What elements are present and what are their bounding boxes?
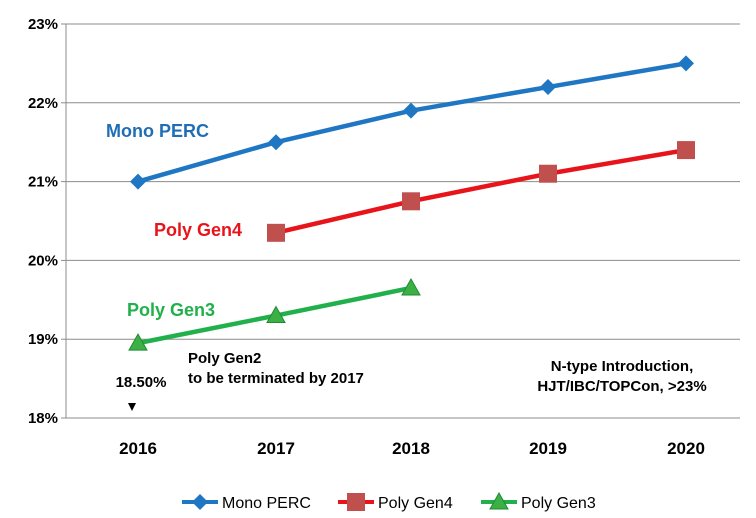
annotations: Poly Gen2 to be terminated by 2017 N-type … (116, 350, 707, 411)
legend-item: Poly Gen4 (338, 493, 453, 512)
legend-label: Mono PERC (222, 495, 311, 512)
data-point (489, 491, 509, 510)
annotation-text: Poly Gen2 (188, 350, 261, 367)
y-tick-label: 20% (28, 252, 58, 269)
legend-label: Poly Gen3 (521, 495, 596, 512)
y-tick-label: 21% (28, 174, 58, 191)
data-point (128, 333, 148, 351)
y-axis: 18% 19% 20% 21% 22% 23% (28, 16, 67, 427)
series-group (128, 55, 695, 351)
legend-item: Mono PERC (182, 494, 311, 512)
data-point (192, 494, 208, 510)
series-line (275, 147, 687, 236)
data-point (347, 493, 365, 511)
data-point (402, 192, 420, 211)
annotation-text: HJT/IBC/TOPCon, >23% (537, 378, 706, 395)
legend-item: Poly Gen3 (481, 491, 596, 512)
series-labels: Mono PERC Poly Gen4 Poly Gen3 (106, 121, 242, 320)
data-point (403, 102, 419, 119)
x-tick-label: 2019 (529, 439, 567, 458)
series-mono-perc (130, 55, 694, 190)
data-point (678, 55, 694, 72)
x-tick-label: 2020 (667, 439, 705, 458)
data-point (130, 173, 146, 190)
series-poly-gen3 (128, 277, 421, 351)
series-label: Mono PERC (106, 121, 209, 141)
data-point (266, 305, 286, 324)
grid-lines (66, 23, 740, 419)
y-tick-label: 22% (28, 95, 58, 112)
data-point (677, 141, 695, 160)
y-tick-label: 23% (28, 16, 58, 33)
annotation-text: N-type Introduction, (551, 358, 694, 375)
series-label: Poly Gen3 (127, 300, 215, 320)
y-tick-label: 19% (28, 331, 58, 348)
x-axis: 2016 2017 2018 2019 2020 (119, 439, 705, 458)
legend-label: Poly Gen4 (378, 495, 453, 512)
annotation-text: to be terminated by 2017 (188, 370, 364, 387)
x-tick-label: 2017 (257, 439, 295, 458)
data-point (268, 134, 284, 151)
x-tick-label: 2018 (392, 439, 430, 458)
annotation-text: 18.50% (116, 374, 167, 391)
legend: Mono PERC Poly Gen4 Poly Gen3 (182, 491, 596, 512)
data-point (267, 223, 285, 242)
series-poly-gen4 (267, 141, 695, 242)
y-tick-label: 18% (28, 410, 58, 427)
data-point (539, 164, 557, 183)
data-point (540, 79, 556, 96)
series-label: Poly Gen4 (154, 220, 242, 240)
data-point (401, 277, 421, 296)
x-tick-label: 2016 (119, 439, 157, 458)
down-arrow-icon (128, 403, 136, 411)
